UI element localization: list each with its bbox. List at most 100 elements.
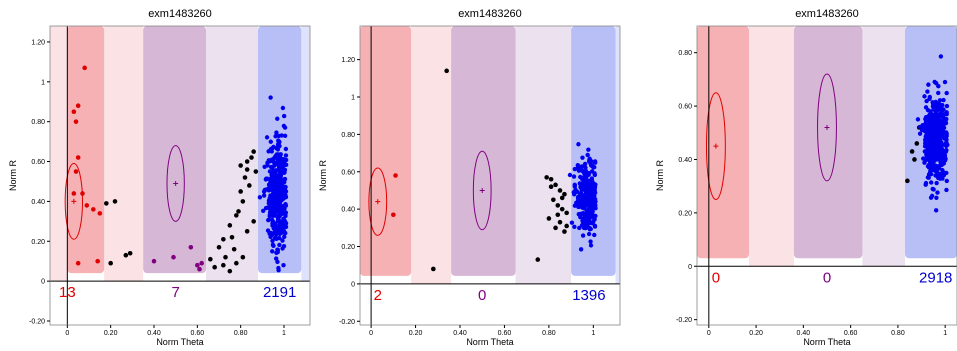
data-point [557, 219, 563, 225]
data-point [579, 187, 584, 192]
data-point [73, 119, 79, 124]
data-point [934, 195, 939, 201]
data-point [575, 189, 580, 195]
y-tick-label: -0.20 [339, 319, 355, 326]
data-point [576, 212, 581, 217]
y-tick-label: -0.20 [676, 317, 692, 324]
cluster-count-ab: 0 [823, 269, 831, 286]
series-aa [71, 65, 103, 266]
data-point [151, 258, 157, 264]
data-point [937, 98, 943, 103]
data-point [231, 246, 237, 252]
data-point [281, 163, 286, 168]
data-point [271, 219, 276, 225]
data-point [431, 266, 436, 272]
data-point [277, 185, 282, 191]
x-tick-label: 0.40 [453, 330, 467, 337]
data-point [582, 213, 587, 218]
x-tick-label: 1 [591, 330, 595, 337]
data-point [938, 135, 943, 140]
data-point [261, 193, 267, 198]
data-point [268, 232, 274, 237]
plot-area [50, 26, 310, 325]
series-bb [567, 142, 598, 252]
data-point [577, 204, 582, 209]
data-point [583, 218, 588, 224]
y-axis-label: Norm R [655, 160, 665, 191]
data-point [280, 105, 286, 111]
data-point [75, 103, 81, 109]
data-point [943, 136, 949, 142]
data-point [234, 213, 239, 218]
y-axis-label: Norm R [8, 160, 18, 191]
data-point [271, 189, 276, 194]
data-point [282, 157, 287, 163]
data-point [944, 142, 950, 147]
data-point [268, 95, 273, 100]
data-point [240, 254, 246, 260]
cluster-count-bb: 2191 [263, 284, 296, 301]
chart-title: exm1483260 [795, 8, 859, 20]
data-point [944, 131, 949, 136]
data-point [562, 191, 567, 197]
data-point [277, 242, 282, 248]
data-point [583, 196, 589, 202]
data-point [97, 211, 103, 216]
data-point [584, 178, 589, 184]
data-point [930, 186, 935, 192]
band-ab-bb [862, 26, 905, 267]
data-point [909, 149, 915, 154]
band-aa-ab [749, 26, 794, 267]
plot-frame [49, 25, 311, 326]
data-point [943, 120, 949, 126]
data-point [564, 210, 569, 216]
data-point [925, 89, 930, 94]
cluster-ellipse-aa [368, 167, 388, 236]
data-point [84, 203, 90, 208]
data-point [586, 186, 592, 191]
data-point [593, 202, 598, 208]
data-point [247, 183, 252, 188]
data-point [283, 224, 289, 230]
y-tick-label: 0.60 [341, 169, 355, 176]
data-point [267, 187, 273, 193]
x-tick-label: 0 [707, 330, 711, 337]
data-point [280, 246, 285, 251]
y-tick-label: 1.20 [341, 57, 355, 64]
data-point [935, 154, 940, 159]
data-point [276, 143, 281, 148]
data-point [936, 125, 941, 130]
data-point [276, 138, 281, 143]
data-point [571, 174, 577, 179]
data-point [223, 254, 228, 260]
data-point [940, 113, 946, 118]
data-point [934, 112, 939, 118]
data-point [272, 160, 277, 166]
data-point [582, 161, 588, 167]
data-point [393, 173, 398, 178]
data-point [592, 172, 598, 178]
data-point [926, 164, 931, 169]
data-point [270, 192, 275, 197]
band-left [50, 26, 68, 282]
x-tick-label: 0.20 [104, 330, 118, 337]
data-point [112, 199, 118, 204]
data-point [924, 133, 929, 138]
data-point [589, 199, 595, 204]
data-point [922, 128, 927, 134]
data-point [281, 218, 287, 223]
data-point [265, 176, 270, 181]
x-tick-label: 0.20 [749, 330, 763, 337]
band-right [301, 26, 310, 282]
x-tick-label: 0.60 [844, 330, 858, 337]
x-tick-label: 0.60 [191, 330, 205, 337]
y-tick-label: 0.20 [31, 239, 45, 246]
series-bb [915, 54, 950, 213]
data-point [572, 224, 577, 230]
chart-title: exm1483260 [148, 8, 212, 20]
plot-frame [696, 25, 957, 326]
cluster-ellipse-ab [472, 150, 492, 231]
data-point [108, 260, 113, 266]
data-point [267, 204, 273, 209]
